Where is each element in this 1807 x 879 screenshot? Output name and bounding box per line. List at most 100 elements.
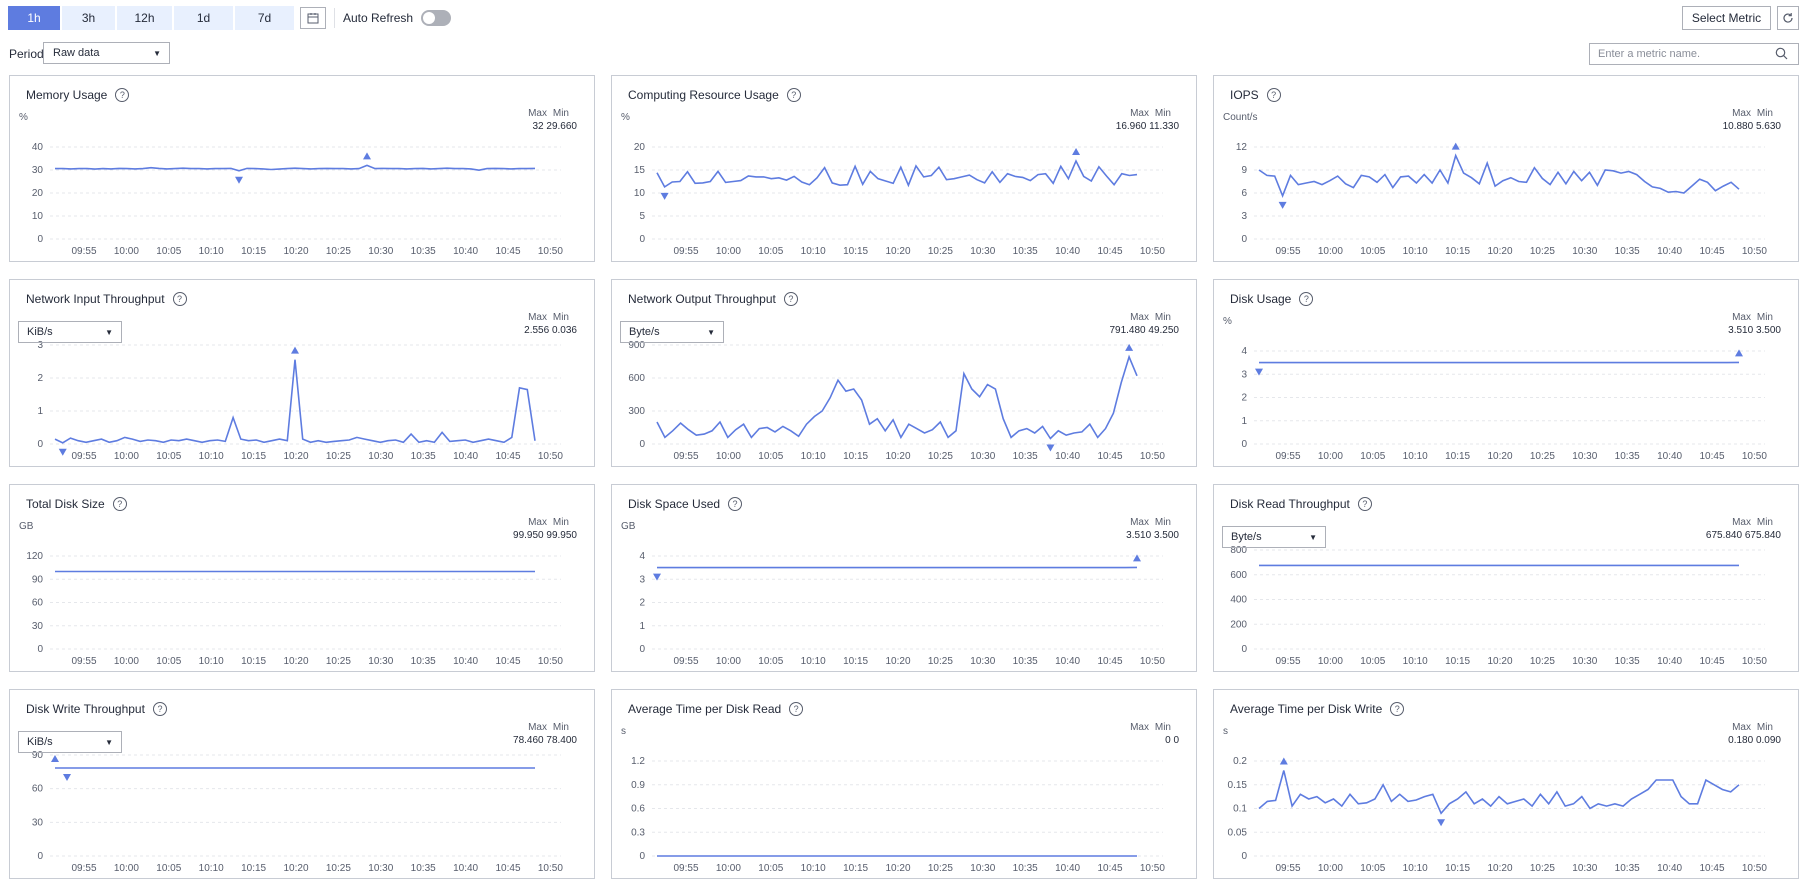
help-icon[interactable]: ?: [784, 292, 798, 306]
min-value: 99.950: [546, 530, 577, 541]
max-label: Max: [1130, 312, 1149, 323]
x-tick-label: 10:35: [1615, 656, 1640, 667]
x-tick-label: 10:20: [885, 246, 910, 257]
x-tick-label: 10:30: [368, 246, 393, 257]
y-tick-label: 3: [1241, 211, 1247, 222]
x-tick-label: 10:05: [156, 451, 181, 462]
x-tick-label: 10:20: [283, 863, 308, 874]
help-icon[interactable]: ?: [153, 702, 167, 716]
x-tick-label: 10:10: [199, 246, 224, 257]
x-tick-label: 10:20: [885, 656, 910, 667]
chart-title-text: IOPS: [1230, 88, 1259, 102]
help-icon[interactable]: ?: [787, 88, 801, 102]
min-label: Min: [553, 108, 569, 119]
x-tick-label: 09:55: [673, 656, 698, 667]
y-tick-label: 1.2: [631, 756, 645, 767]
min-label: Min: [553, 722, 569, 733]
unit-select[interactable]: Byte/s▼: [1222, 526, 1326, 548]
unit-select-value: KiB/s: [27, 326, 53, 338]
chevron-down-icon: ▼: [153, 49, 161, 58]
x-tick-label: 10:00: [1318, 246, 1343, 257]
max-label: Max: [1130, 722, 1149, 733]
help-icon[interactable]: ?: [1390, 702, 1404, 716]
x-tick-label: 10:00: [114, 863, 139, 874]
help-icon[interactable]: ?: [728, 497, 742, 511]
max-min-values: 791.480 49.250: [1109, 325, 1179, 336]
select-metric-button[interactable]: Select Metric: [1682, 6, 1771, 30]
x-tick-label: 10:10: [1403, 656, 1428, 667]
search-icon[interactable]: [1775, 47, 1788, 60]
y-tick-label: 120: [26, 551, 43, 562]
max-label: Max: [1130, 517, 1149, 528]
chart-title-text: Total Disk Size: [26, 497, 105, 511]
max-marker: [1735, 349, 1743, 356]
metric-search-input[interactable]: [1589, 43, 1799, 65]
x-tick-label: 10:40: [453, 451, 478, 462]
period-select[interactable]: Raw data ▼: [43, 42, 170, 64]
x-tick-label: 10:15: [241, 451, 266, 462]
y-tick-label: 9: [1241, 165, 1247, 176]
x-tick-label: 10:45: [1097, 451, 1122, 462]
x-tick-label: 10:15: [843, 863, 868, 874]
x-tick-label: 10:15: [843, 656, 868, 667]
chart-title: Network Input Throughput?: [26, 292, 187, 306]
min-value: 0.036: [552, 325, 577, 336]
x-tick-label: 10:45: [495, 246, 520, 257]
chart-title-text: Average Time per Disk Read: [628, 702, 781, 716]
min-label: Min: [1757, 108, 1773, 119]
max-min-values: 32 29.660: [533, 121, 578, 132]
x-tick-label: 10:00: [1318, 451, 1343, 462]
auto-refresh-toggle[interactable]: [421, 10, 451, 26]
min-marker: [1437, 819, 1445, 826]
x-tick-label: 09:55: [71, 656, 96, 667]
max-label: Max: [1732, 312, 1751, 323]
x-tick-label: 10:00: [1318, 863, 1343, 874]
y-tick-label: 1: [37, 406, 43, 417]
help-icon[interactable]: ?: [1267, 88, 1281, 102]
max-value: 2.556: [524, 325, 549, 336]
range-12h-button[interactable]: 12h: [117, 6, 172, 30]
chevron-down-icon: ▼: [707, 328, 715, 337]
help-icon[interactable]: ?: [113, 497, 127, 511]
calendar-icon[interactable]: [300, 7, 326, 29]
help-icon[interactable]: ?: [115, 88, 129, 102]
x-tick-label: 10:15: [1445, 863, 1470, 874]
x-tick-label: 10:20: [885, 451, 910, 462]
y-tick-label: 0: [37, 644, 43, 655]
range-1d-button[interactable]: 1d: [174, 6, 233, 30]
range-7d-button[interactable]: 7d: [235, 6, 294, 30]
range-3h-button[interactable]: 3h: [62, 6, 115, 30]
y-tick-label: 0: [639, 234, 645, 245]
unit-label: GB: [621, 521, 635, 532]
help-icon[interactable]: ?: [1299, 292, 1313, 306]
max-value: 16.960: [1116, 121, 1147, 132]
y-tick-label: 60: [32, 784, 44, 795]
max-label: Max: [1732, 108, 1751, 119]
x-tick-label: 10:15: [843, 451, 868, 462]
y-tick-label: 3: [1241, 369, 1247, 380]
min-label: Min: [1155, 108, 1171, 119]
min-marker: [235, 177, 243, 184]
x-tick-label: 10:50: [1140, 451, 1165, 462]
y-tick-label: 0: [639, 851, 645, 862]
min-marker: [1279, 202, 1287, 209]
max-value: 791.480: [1109, 325, 1145, 336]
unit-select[interactable]: KiB/s▼: [18, 731, 122, 753]
unit-select[interactable]: KiB/s▼: [18, 321, 122, 343]
help-icon[interactable]: ?: [789, 702, 803, 716]
unit-select[interactable]: Byte/s▼: [620, 321, 724, 343]
y-tick-label: 0.2: [1233, 756, 1247, 767]
refresh-icon[interactable]: [1777, 6, 1799, 30]
x-tick-label: 10:45: [1699, 656, 1724, 667]
x-tick-label: 09:55: [673, 863, 698, 874]
help-icon[interactable]: ?: [173, 292, 187, 306]
range-1h-button[interactable]: 1h: [8, 6, 60, 30]
help-icon[interactable]: ?: [1358, 497, 1372, 511]
x-tick-label: 10:30: [1572, 451, 1597, 462]
x-tick-label: 10:05: [1360, 246, 1385, 257]
max-label: Max: [528, 312, 547, 323]
